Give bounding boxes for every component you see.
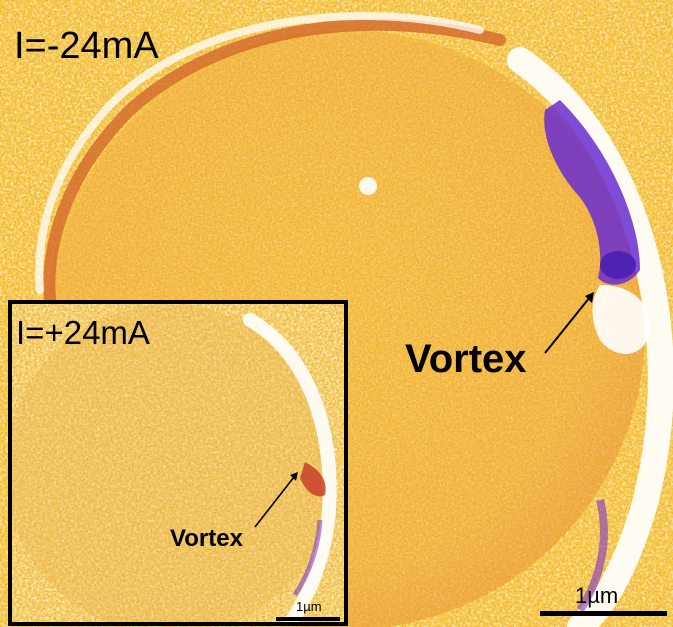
inset-vortex-arrowhead bbox=[290, 472, 298, 481]
main-scale-bar-label: 1µm bbox=[575, 583, 618, 608]
main-white-spot bbox=[359, 177, 377, 195]
inset-frame bbox=[8, 300, 348, 626]
main-rim-purple-lower bbox=[576, 499, 608, 613]
inset-scale-bar-label: 1µm bbox=[296, 599, 322, 614]
main-disc-rim-highlight bbox=[507, 47, 673, 627]
main-vortex-arrowhead bbox=[585, 292, 594, 303]
main-vortex-region bbox=[544, 100, 640, 285]
main-vortex-white-patch bbox=[592, 285, 650, 354]
main-current-label: I=-24mA bbox=[14, 25, 159, 67]
inset-scale-bar bbox=[276, 617, 340, 621]
main-disc-rim-dark bbox=[43, 18, 506, 306]
inset-rim-purple-lower bbox=[292, 519, 323, 597]
main-scale-bar bbox=[540, 611, 667, 616]
inset-current-label: I=+24mA bbox=[16, 314, 150, 351]
main-disc-rim-white-left bbox=[35, 12, 484, 294]
inset-vortex-region bbox=[300, 462, 326, 497]
inset-vortex-annotation: Vortex bbox=[170, 525, 244, 552]
inset-panel: I=+24mA Vortex 1µm bbox=[8, 300, 348, 626]
inset-disc bbox=[10, 305, 335, 624]
main-vortex-annotation: Vortex bbox=[405, 337, 527, 381]
inset-vortex-arrow bbox=[254, 476, 295, 528]
inset-disc-rim-highlight bbox=[243, 313, 337, 624]
main-vortex-arrow bbox=[544, 296, 591, 354]
main-vortex-core bbox=[600, 251, 636, 279]
